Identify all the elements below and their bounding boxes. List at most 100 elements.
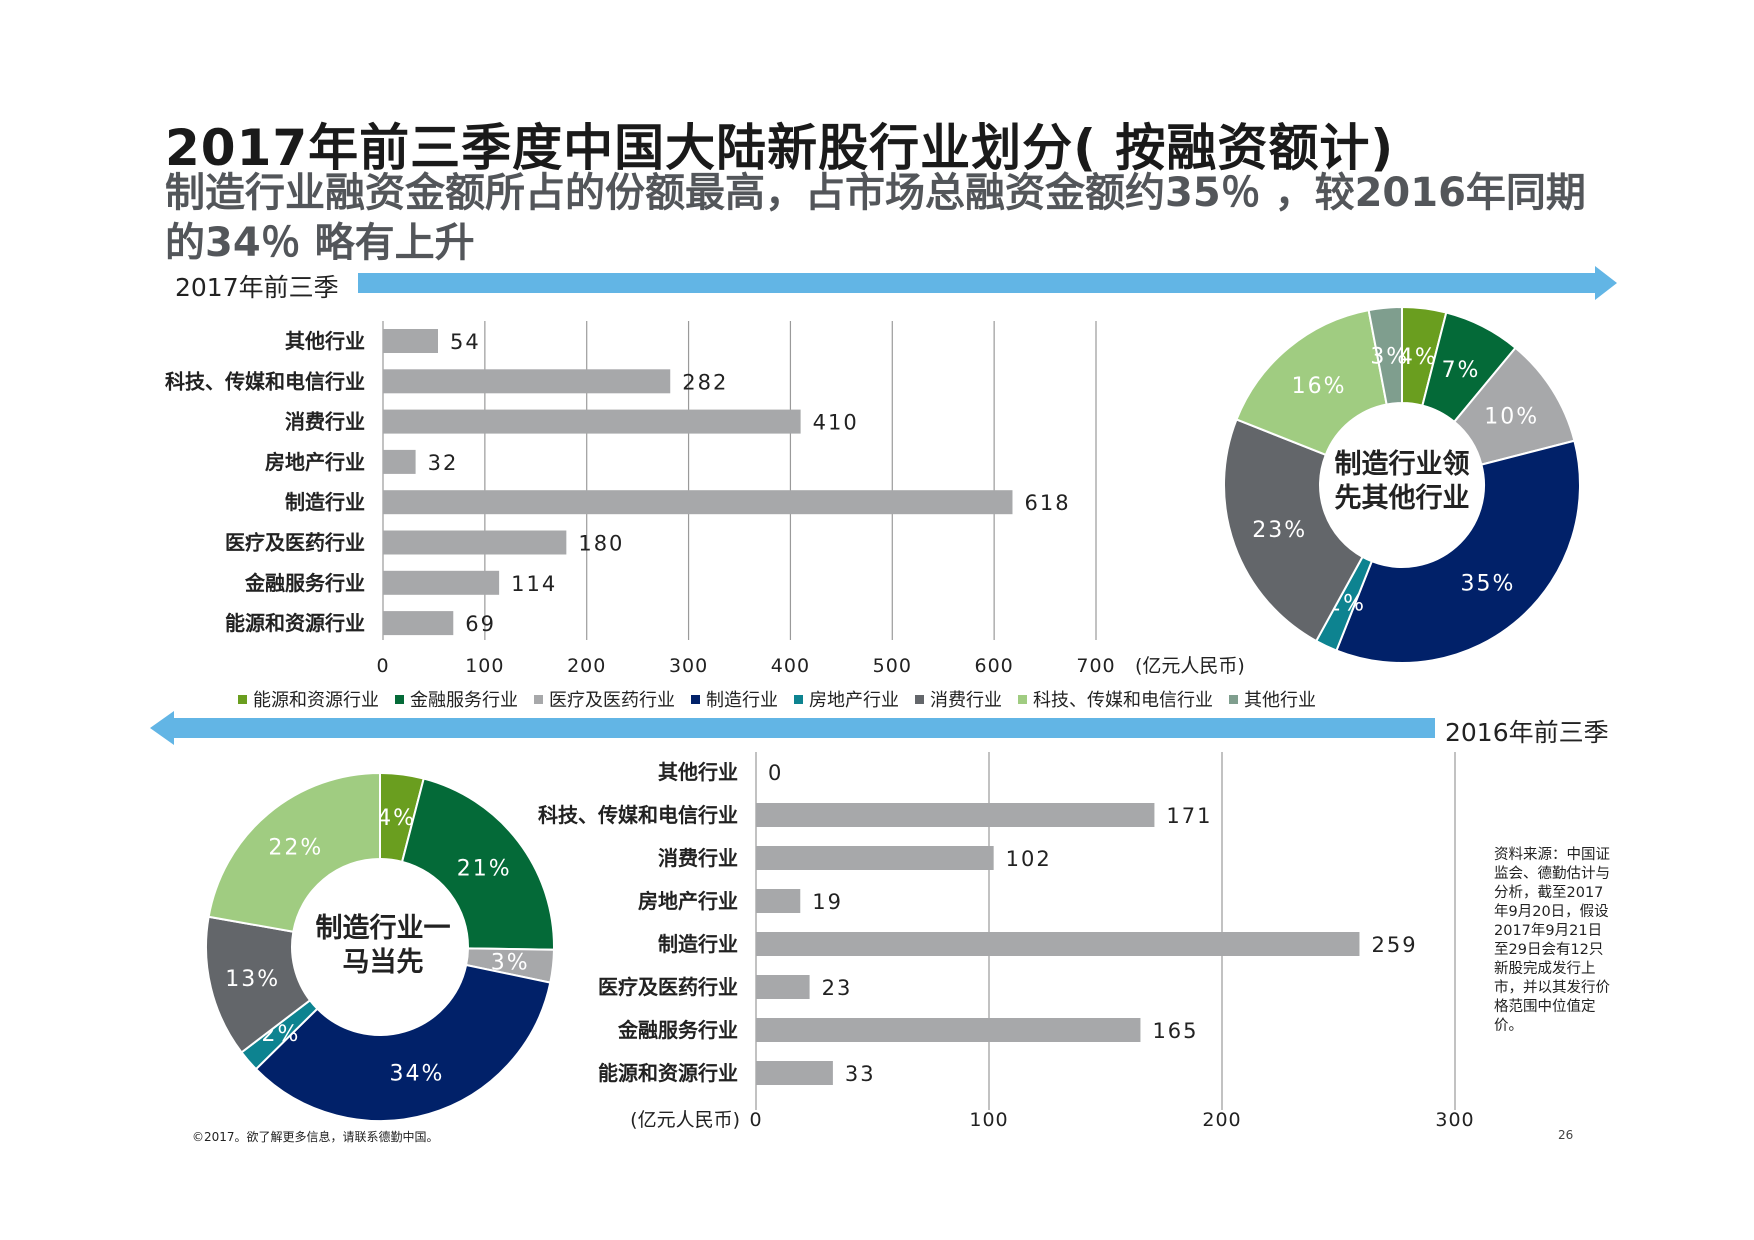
- donut-slice: [1367, 305, 1403, 406]
- donut-slice: [400, 777, 555, 951]
- bar-value-label: 0: [768, 761, 783, 785]
- donut-slice-label: 22%: [268, 836, 323, 861]
- bar: [756, 975, 810, 999]
- category-label: 制造行业: [658, 932, 738, 956]
- category-label: 医疗及医药行业: [598, 975, 738, 999]
- bar-value-label: 23: [822, 976, 853, 1000]
- donut-chart-2017: 4%7%10%35%2%23%16%3%: [1223, 305, 1581, 664]
- legend-label: 金融服务行业: [410, 690, 518, 711]
- bar: [383, 530, 567, 555]
- legend-item: 科技、传媒和电信行业: [1018, 686, 1213, 712]
- legend-item: 消费行业: [915, 686, 1002, 712]
- x-tick-label: 600: [975, 655, 1014, 677]
- section-label-2017: 2017年前三季: [175, 273, 339, 302]
- donut-slice: [1235, 308, 1388, 457]
- legend-swatch: [238, 694, 247, 704]
- donut-slice-label: 21%: [457, 857, 512, 882]
- bar-value-label: 282: [682, 370, 728, 394]
- bar: [756, 803, 1155, 827]
- category-label: 科技、传媒和电信行业: [165, 369, 365, 393]
- bar-value-label: 410: [813, 411, 859, 435]
- legend-label: 科技、传媒和电信行业: [1033, 690, 1213, 711]
- bar: [383, 409, 801, 434]
- legend-swatch: [1018, 694, 1027, 704]
- category-label: 科技、传媒和电信行业: [538, 803, 738, 827]
- bar-chart-2017: 0 100 200 300 400 500 600 700 (亿元人民币) 其他行业 54 科技、传媒…: [165, 321, 1245, 677]
- legend-item: 能源和资源行业: [238, 686, 379, 712]
- category-label: 消费行业: [658, 846, 738, 870]
- bar: [756, 932, 1360, 956]
- bar: [383, 369, 671, 394]
- donut-2017-center-line2: 先其他行业: [1334, 483, 1470, 514]
- donut-chart-2016: 4%21%3%34%2%13%22%: [204, 771, 555, 1122]
- legend-label: 其他行业: [1244, 690, 1316, 711]
- source-note: 资料来源：中国证监会、德勤估计与分析，截至2017年9月20日，假设2017年9…: [1494, 847, 1610, 1034]
- donut-slice-label: 34%: [389, 1062, 444, 1087]
- donut-2016-center-text: 制造行业一 马当先: [293, 912, 473, 980]
- donut-slice: [1335, 439, 1581, 664]
- timeline-arrow-2017: [358, 266, 1617, 300]
- legend-label: 医疗及医药行业: [549, 690, 675, 711]
- donut-slice-label: 35%: [1461, 572, 1516, 597]
- x-tick-label: 200: [567, 655, 606, 677]
- legend-item: 房地产行业: [794, 686, 899, 712]
- donut-slice-label: 4%: [377, 806, 416, 831]
- bar-value-label: 19: [812, 890, 843, 914]
- x-axis-unit-label: (亿元人民币): [630, 1109, 740, 1131]
- x-tick-label: 300: [669, 655, 708, 677]
- bar: [756, 1061, 833, 1085]
- bar-value-label: 33: [845, 1062, 876, 1086]
- x-tick-label: 100: [969, 1109, 1008, 1131]
- legend-label: 能源和资源行业: [253, 690, 379, 711]
- donut-slice-label: 10%: [1484, 404, 1539, 429]
- donut-slice-label: 7%: [1442, 358, 1481, 383]
- donut-slice: [254, 963, 552, 1122]
- legend-swatch: [794, 694, 803, 704]
- donut-2017-center-line1: 制造行业领: [1334, 449, 1470, 480]
- legend-swatch: [691, 694, 700, 704]
- page-title: 2017年前三季度中国大陆新股行业划分( 按融资额计): [165, 119, 1395, 177]
- category-label: 制造行业: [285, 490, 365, 514]
- legend-label: 制造行业: [706, 690, 778, 711]
- donut-slice: [207, 771, 381, 933]
- bar-value-label: 102: [1006, 847, 1052, 871]
- category-label: 房地产行业: [265, 450, 365, 474]
- bar-value-label: 618: [1024, 491, 1070, 515]
- bar-value-label: 32: [428, 451, 459, 475]
- donut-slice-label: 3%: [1370, 345, 1409, 370]
- x-tick-label: 400: [771, 655, 810, 677]
- x-tick-label: 300: [1435, 1109, 1474, 1131]
- donut-2016-center-line1: 制造行业一: [315, 913, 451, 944]
- donut-slice-label: 23%: [1252, 518, 1307, 543]
- timeline-arrow-2016: [150, 711, 1435, 745]
- bar: [756, 889, 801, 913]
- x-tick-label: 700: [1076, 655, 1115, 677]
- category-label: 其他行业: [285, 329, 365, 353]
- legend-item: 金融服务行业: [395, 686, 518, 712]
- x-tick-label: 200: [1202, 1109, 1241, 1131]
- category-label: 消费行业: [285, 410, 365, 434]
- legend-label: 消费行业: [930, 690, 1002, 711]
- category-label: 医疗及医药行业: [225, 531, 365, 555]
- x-tick-label: 100: [465, 655, 504, 677]
- bar-value-label: 54: [450, 330, 481, 354]
- legend-item: 医疗及医药行业: [534, 686, 675, 712]
- page-number: 26: [1558, 1128, 1574, 1142]
- category-label: 金融服务行业: [244, 571, 365, 595]
- legend-swatch: [915, 694, 924, 704]
- bar-value-label: 259: [1371, 933, 1417, 957]
- bar-value-label: 165: [1152, 1019, 1198, 1043]
- x-axis-unit-label: (亿元人民币): [1135, 655, 1245, 677]
- bar: [383, 329, 439, 353]
- legend-swatch: [395, 694, 404, 704]
- bar: [383, 449, 416, 474]
- legend-item: 其他行业: [1229, 686, 1316, 712]
- bar: [756, 1018, 1141, 1042]
- donut-2017-center-text: 制造行业领 先其他行业: [1312, 448, 1492, 516]
- category-label: 金融服务行业: [617, 1018, 738, 1042]
- x-tick-label: 0: [749, 1109, 762, 1131]
- donut-slice-label: 13%: [225, 967, 280, 992]
- donut-slice-label: 16%: [1292, 374, 1347, 399]
- category-label: 其他行业: [658, 760, 738, 784]
- donut-slice-label: 4%: [1399, 345, 1438, 370]
